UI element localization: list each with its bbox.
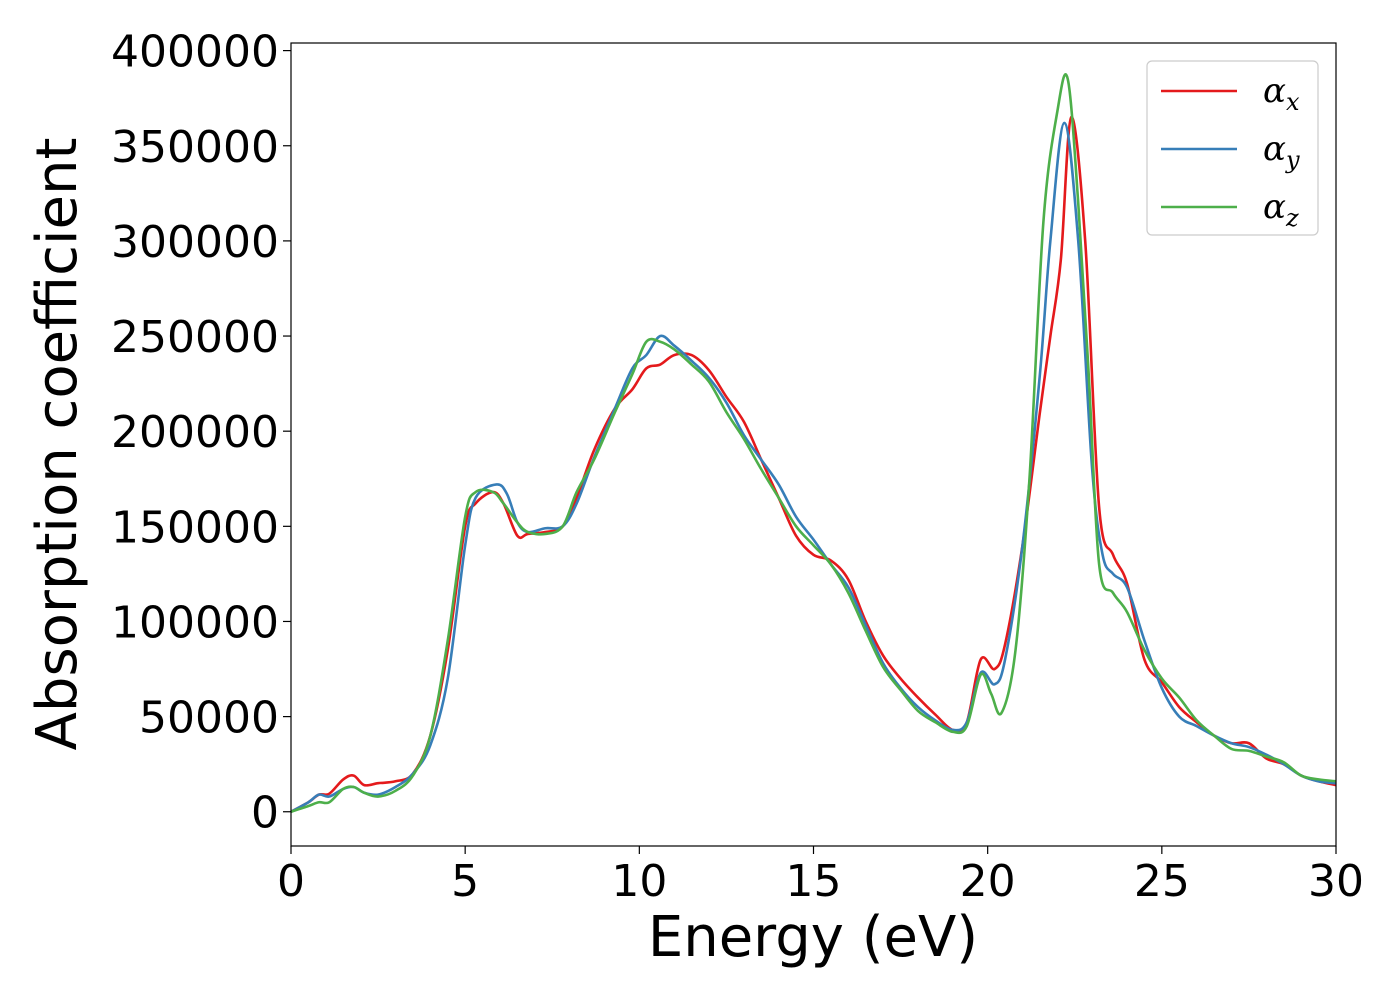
y-tick-label: 150000: [111, 502, 279, 553]
x-tick-label: 0: [277, 856, 305, 907]
x-tick-label: 25: [1134, 856, 1190, 907]
x-tick-label: 15: [786, 856, 842, 907]
legend-label-alpha-x: αx: [1263, 71, 1300, 116]
y-tick-label: 250000: [111, 312, 279, 363]
y-axis-ticks: 0 50000 100000 150000 200000 250000 300000 3500…: [111, 27, 291, 839]
x-tick-label: 5: [451, 856, 479, 907]
legend-subscript: z: [1285, 204, 1299, 232]
legend-subscript: x: [1286, 88, 1300, 116]
legend-subscript: y: [1285, 146, 1300, 174]
y-tick-label: 200000: [111, 407, 279, 458]
x-axis-ticks: 0 5 10 15 20 25 30: [277, 846, 1364, 907]
series-lines: [290, 73, 1337, 813]
y-axis-label: Absorption coefficient: [25, 138, 90, 751]
x-tick-label: 20: [960, 856, 1016, 907]
x-tick-label: 10: [611, 856, 667, 907]
y-tick-label: 350000: [111, 122, 279, 173]
y-tick-label: 400000: [111, 27, 279, 78]
y-tick-label: 50000: [139, 693, 279, 744]
y-tick-label: 0: [251, 788, 279, 839]
series-line-alpha-z: [290, 73, 1337, 813]
y-tick-label: 300000: [111, 217, 279, 268]
x-axis-label: Energy (eV): [648, 905, 978, 970]
y-tick-label: 100000: [111, 597, 279, 648]
x-tick-label: 30: [1308, 856, 1364, 907]
